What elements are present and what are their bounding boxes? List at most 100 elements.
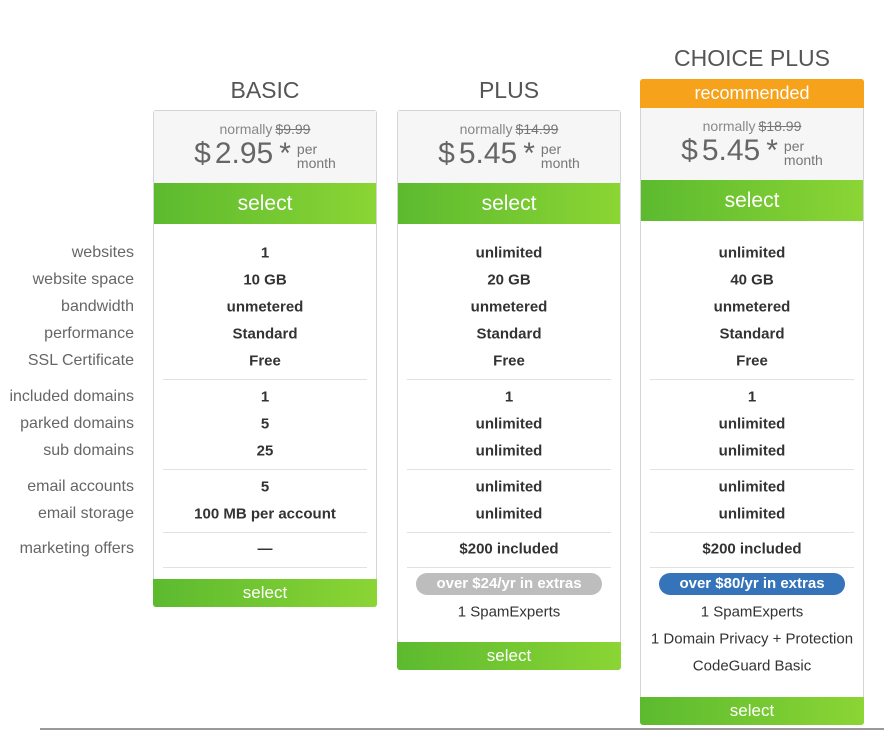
price-header: normally $14.99 $5.45 * per month: [398, 111, 620, 183]
extra-item: 1 Domain Privacy + Protection: [650, 630, 854, 648]
plan-card-basic: normally $9.99 $2.95 * per month select select: [153, 110, 377, 607]
feature-label: bandwidth: [61, 298, 134, 315]
feature-value: unlimited: [475, 478, 543, 496]
row-divider: [163, 532, 367, 533]
plan-title: PLUS: [478, 77, 540, 103]
feature-value: $200 included: [459, 540, 559, 558]
row-divider: [650, 379, 854, 380]
current-price: $5.45 * per month: [398, 137, 620, 171]
feature-label: included domains: [9, 388, 134, 405]
feature-value: Free: [249, 352, 281, 370]
price-value: 5.45: [458, 137, 518, 170]
feature-value: unlimited: [718, 244, 786, 262]
feature-value: 10 GB: [243, 271, 287, 289]
select-button-top[interactable]: select: [154, 183, 376, 224]
feature-value: 25: [256, 442, 274, 460]
feature-value: Standard: [232, 325, 298, 343]
month-label: month: [783, 152, 823, 168]
per-month: per month: [784, 139, 823, 167]
plan-title: BASIC: [230, 77, 300, 103]
feature-label: email storage: [37, 505, 134, 522]
currency: $: [681, 134, 698, 167]
feature-value: unlimited: [475, 505, 543, 523]
row-divider: [650, 532, 854, 533]
feature-value: unlimited: [718, 415, 786, 433]
feature-label: SSL Certificate: [27, 352, 134, 369]
feature-label: marketing offers: [19, 540, 134, 557]
normally-label: normally: [459, 121, 513, 137]
per-label: per: [783, 138, 805, 154]
select-button-bottom[interactable]: select: [397, 642, 621, 670]
feature-value: 5: [260, 478, 270, 496]
feature-label: parked domains: [20, 415, 134, 432]
row-divider: [650, 469, 854, 470]
asterisk: *: [523, 137, 535, 170]
per-label: per: [296, 141, 318, 157]
select-button-top[interactable]: select: [641, 180, 863, 221]
feature-label: websites: [71, 244, 134, 261]
feature-value: unlimited: [718, 442, 786, 460]
extra-item: 1 SpamExperts: [700, 603, 804, 621]
price-value: 2.95: [214, 137, 274, 170]
feature-value: unlimited: [475, 415, 543, 433]
month-label: month: [540, 155, 580, 171]
old-price: $9.99: [275, 121, 311, 137]
feature-value: 100 MB per account: [194, 505, 336, 523]
row-divider: [407, 532, 611, 533]
feature-value: Standard: [719, 325, 785, 343]
feature-value: unmetered: [226, 298, 304, 316]
feature-value: —: [257, 540, 273, 558]
current-price: $5.45 * per month: [641, 134, 863, 168]
select-button-bottom[interactable]: select: [640, 697, 864, 725]
feature-value: unlimited: [718, 478, 786, 496]
per-label: per: [540, 141, 562, 157]
row-divider: [163, 469, 367, 470]
old-price: $18.99: [758, 118, 802, 134]
feature-value: unlimited: [475, 244, 543, 262]
feature-value: Standard: [476, 325, 542, 343]
feature-value: 1: [260, 388, 270, 406]
old-price: $14.99: [515, 121, 559, 137]
normal-price: normally $14.99: [398, 111, 620, 137]
asterisk: *: [279, 137, 291, 170]
row-divider: [163, 567, 367, 568]
feature-label: sub domains: [43, 442, 134, 459]
price-header: normally $18.99 $5.45 * per month: [641, 108, 863, 180]
feature-value: 5: [260, 415, 270, 433]
row-divider: [650, 567, 854, 568]
row-divider: [407, 379, 611, 380]
feature-value: 1: [504, 388, 514, 406]
extras-badge: over $24/yr in extras: [416, 573, 602, 595]
asterisk: *: [766, 134, 778, 167]
feature-label: website space: [32, 271, 134, 288]
extra-item: 1 SpamExperts: [457, 603, 561, 621]
row-divider: [407, 469, 611, 470]
feature-value: unlimited: [718, 505, 786, 523]
feature-value: 20 GB: [487, 271, 531, 289]
recommended-badge: recommended: [640, 79, 864, 108]
normally-label: normally: [219, 121, 273, 137]
feature-value: 1: [260, 244, 270, 262]
feature-value: 1: [747, 388, 757, 406]
month-label: month: [296, 155, 336, 171]
normal-price: normally $18.99: [641, 108, 863, 134]
price-value: 5.45: [701, 134, 761, 167]
bottom-divider: [40, 728, 884, 730]
currency: $: [438, 137, 455, 170]
feature-value: Free: [736, 352, 768, 370]
feature-value: Free: [493, 352, 525, 370]
extras-badge: over $80/yr in extras: [659, 573, 845, 595]
select-button-bottom[interactable]: select: [153, 579, 377, 607]
current-price: $2.95 * per month: [154, 137, 376, 171]
per-month: per month: [541, 142, 580, 170]
normal-price: normally $9.99: [154, 111, 376, 137]
feature-label: performance: [44, 325, 134, 342]
row-divider: [407, 567, 611, 568]
feature-label: email accounts: [27, 478, 134, 495]
feature-value: unlimited: [475, 442, 543, 460]
plan-card-choice-plus: recommended normally $18.99 $5.45 * per month s…: [640, 79, 864, 725]
currency: $: [194, 137, 211, 170]
plan-title: CHOICE PLUS: [674, 45, 830, 71]
extra-item: CodeGuard Basic: [692, 657, 812, 675]
select-button-top[interactable]: select: [398, 183, 620, 224]
